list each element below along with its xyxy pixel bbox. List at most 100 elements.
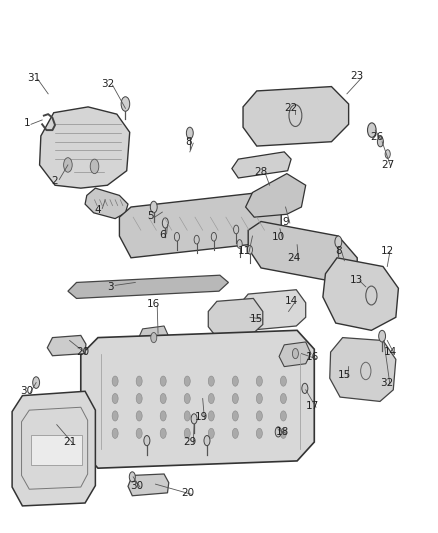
Circle shape <box>379 330 385 342</box>
Circle shape <box>194 235 199 244</box>
Polygon shape <box>138 326 169 351</box>
Circle shape <box>256 411 262 421</box>
Circle shape <box>160 429 166 439</box>
Circle shape <box>385 150 390 158</box>
Text: 30: 30 <box>130 481 143 490</box>
Circle shape <box>136 393 142 403</box>
Circle shape <box>187 127 193 139</box>
Polygon shape <box>68 275 229 298</box>
Circle shape <box>136 376 142 386</box>
FancyBboxPatch shape <box>31 435 81 465</box>
Text: 14: 14 <box>285 296 298 306</box>
Circle shape <box>136 429 142 439</box>
Circle shape <box>256 393 262 403</box>
Circle shape <box>144 435 150 446</box>
Text: 27: 27 <box>381 160 394 170</box>
Text: 22: 22 <box>285 103 298 114</box>
Circle shape <box>208 376 214 386</box>
Circle shape <box>280 429 286 439</box>
Polygon shape <box>39 107 130 188</box>
Polygon shape <box>120 192 281 258</box>
Circle shape <box>191 414 197 424</box>
Text: 26: 26 <box>371 132 384 142</box>
Circle shape <box>208 429 214 439</box>
Circle shape <box>204 435 210 446</box>
Circle shape <box>184 393 190 403</box>
Text: 18: 18 <box>276 427 289 437</box>
Text: 17: 17 <box>306 401 319 411</box>
Circle shape <box>256 429 262 439</box>
Text: 19: 19 <box>194 413 208 422</box>
Text: 20: 20 <box>181 488 194 498</box>
Polygon shape <box>243 86 349 146</box>
Circle shape <box>275 427 281 437</box>
Circle shape <box>211 232 216 241</box>
Text: 2: 2 <box>52 176 58 186</box>
Circle shape <box>247 246 252 254</box>
Circle shape <box>33 377 39 389</box>
Circle shape <box>136 411 142 421</box>
Circle shape <box>150 201 157 213</box>
Circle shape <box>90 159 99 174</box>
Text: 4: 4 <box>95 205 101 215</box>
Circle shape <box>112 411 118 421</box>
Text: 3: 3 <box>107 282 114 292</box>
Polygon shape <box>246 174 306 217</box>
Polygon shape <box>85 188 128 219</box>
Text: 5: 5 <box>147 211 154 221</box>
Circle shape <box>184 411 190 421</box>
Circle shape <box>280 411 286 421</box>
Circle shape <box>129 472 135 482</box>
Circle shape <box>302 383 308 393</box>
Circle shape <box>280 393 286 403</box>
Polygon shape <box>279 342 311 367</box>
Circle shape <box>256 376 262 386</box>
Polygon shape <box>248 222 357 282</box>
Text: 15: 15 <box>250 314 263 324</box>
Text: 8: 8 <box>335 246 342 255</box>
Circle shape <box>280 376 286 386</box>
Text: 14: 14 <box>384 347 397 357</box>
Text: 10: 10 <box>272 232 285 243</box>
Polygon shape <box>323 258 399 330</box>
Polygon shape <box>128 474 169 496</box>
Text: 31: 31 <box>27 73 40 83</box>
Circle shape <box>208 411 214 421</box>
Text: 11: 11 <box>238 246 251 255</box>
Circle shape <box>121 97 130 111</box>
Circle shape <box>160 376 166 386</box>
Text: 21: 21 <box>63 437 76 447</box>
Circle shape <box>237 240 242 248</box>
Text: 16: 16 <box>306 352 319 362</box>
Circle shape <box>367 123 376 138</box>
Polygon shape <box>208 298 263 337</box>
Text: 32: 32 <box>102 79 115 88</box>
Circle shape <box>232 393 238 403</box>
Text: 32: 32 <box>381 377 394 387</box>
Polygon shape <box>47 335 86 356</box>
Polygon shape <box>12 391 95 506</box>
Text: 12: 12 <box>381 246 394 255</box>
Polygon shape <box>240 290 306 330</box>
Circle shape <box>160 393 166 403</box>
Text: 1: 1 <box>23 118 30 128</box>
Circle shape <box>174 232 180 241</box>
Text: 30: 30 <box>20 386 33 396</box>
Text: 16: 16 <box>147 299 160 309</box>
Text: 15: 15 <box>338 370 351 381</box>
Circle shape <box>232 411 238 421</box>
Circle shape <box>335 236 342 248</box>
Circle shape <box>378 136 383 147</box>
Circle shape <box>64 158 72 172</box>
Circle shape <box>112 376 118 386</box>
Circle shape <box>151 333 157 343</box>
Text: 9: 9 <box>282 216 289 227</box>
Text: 24: 24 <box>287 253 301 263</box>
Circle shape <box>233 225 239 234</box>
Circle shape <box>160 411 166 421</box>
Text: 23: 23 <box>350 71 364 82</box>
Circle shape <box>293 349 298 359</box>
Text: 20: 20 <box>76 347 89 357</box>
Polygon shape <box>81 330 314 468</box>
Circle shape <box>208 393 214 403</box>
